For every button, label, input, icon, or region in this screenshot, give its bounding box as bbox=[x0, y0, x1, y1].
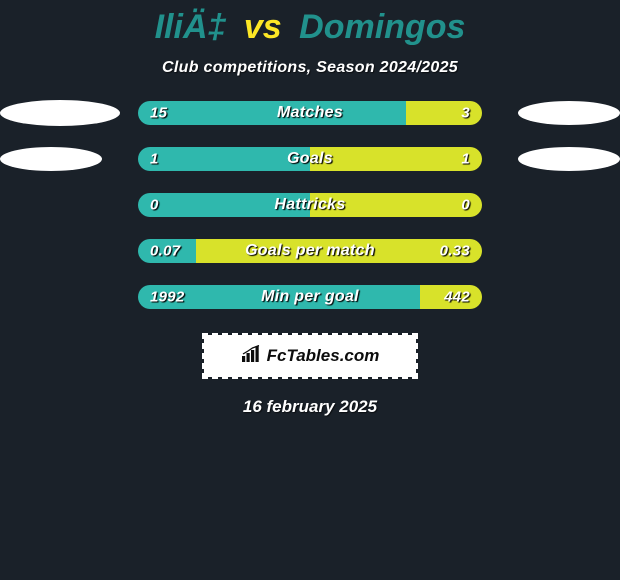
player1-shadow-ellipse bbox=[0, 147, 102, 171]
stat-bar-left bbox=[138, 147, 310, 171]
player2-name: Domingos bbox=[299, 8, 465, 46]
stat-value-right: 1 bbox=[461, 151, 470, 168]
player1-shadow-ellipse bbox=[0, 100, 120, 126]
stat-value-right: 3 bbox=[461, 105, 470, 122]
stat-bar-right bbox=[406, 101, 482, 125]
stat-value-right: 0 bbox=[461, 197, 470, 214]
bar-chart-icon bbox=[241, 345, 263, 368]
stat-row: 15 Matches 3 bbox=[0, 101, 620, 125]
stat-bar-right bbox=[310, 147, 482, 171]
vs-text: vs bbox=[244, 8, 282, 46]
stat-value-left: 1 bbox=[150, 151, 159, 168]
stat-row: 1992 Min per goal 442 bbox=[0, 285, 620, 309]
comparison-title: IliÄ‡ vs Domingos bbox=[155, 8, 466, 47]
stat-row: 0 Hattricks 0 bbox=[0, 193, 620, 217]
stat-value-right: 0.33 bbox=[440, 243, 470, 260]
stat-value-left: 1992 bbox=[150, 289, 185, 306]
stat-bar: 1 Goals 1 bbox=[138, 147, 482, 171]
stats-rows: 15 Matches 3 1 Goals 1 0 Hattricks bbox=[0, 101, 620, 309]
stat-value-left: 0.07 bbox=[150, 243, 180, 260]
stat-bar: 1992 Min per goal 442 bbox=[138, 285, 482, 309]
stat-row: 1 Goals 1 bbox=[0, 147, 620, 171]
player2-shadow-ellipse bbox=[518, 101, 620, 125]
brand-text: FcTables.com bbox=[267, 346, 380, 366]
stat-bar: 0.07 Goals per match 0.33 bbox=[138, 239, 482, 263]
stat-value-right: 442 bbox=[444, 289, 470, 306]
stat-label: Goals per match bbox=[245, 242, 375, 260]
date-text: 16 february 2025 bbox=[243, 397, 377, 417]
stat-row: 0.07 Goals per match 0.33 bbox=[0, 239, 620, 263]
stat-label: Goals bbox=[287, 150, 333, 168]
stat-bar: 15 Matches 3 bbox=[138, 101, 482, 125]
stat-value-left: 0 bbox=[150, 197, 159, 214]
stat-label: Matches bbox=[277, 104, 343, 122]
stat-bar-left bbox=[138, 101, 406, 125]
player1-name: IliÄ‡ bbox=[155, 8, 227, 46]
brand-box-inner: FcTables.com bbox=[204, 335, 416, 377]
subtitle: Club competitions, Season 2024/2025 bbox=[162, 59, 458, 77]
stat-label: Hattricks bbox=[274, 196, 345, 214]
player2-shadow-ellipse bbox=[518, 147, 620, 171]
stat-value-left: 15 bbox=[150, 105, 167, 122]
brand-box: FcTables.com bbox=[202, 333, 418, 379]
stat-label: Min per goal bbox=[261, 288, 359, 306]
stat-bar: 0 Hattricks 0 bbox=[138, 193, 482, 217]
